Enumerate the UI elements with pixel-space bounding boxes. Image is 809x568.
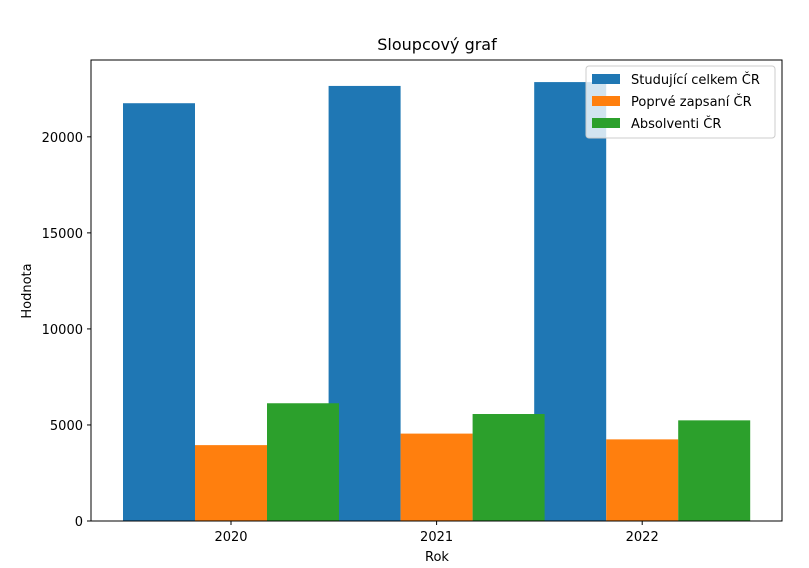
legend-label-3: Absolventi ČR [631,116,721,132]
bar-2-2021 [400,433,473,521]
y-tick-label: 5000 [50,419,83,434]
y-axis-label: Hodnota [20,263,35,318]
bar-2-2022 [606,439,679,521]
y-tick-label: 0 [75,515,83,530]
x-axis-label: Rok [425,550,449,565]
bar-1-2020 [123,103,195,521]
bar-3-2020 [267,403,339,521]
bar-3-2021 [472,414,545,521]
x-axis: 2020 2021 2022 [214,521,659,545]
bar-1-2022 [534,82,607,521]
bar-3-2022 [678,420,751,521]
y-tick-label: 10000 [42,323,83,338]
y-tick-label: 20000 [42,131,83,146]
y-tick-label: 15000 [42,227,83,242]
bar-1-2021 [328,85,401,522]
legend-swatch-2 [592,96,620,106]
y-axis: 0 5000 10000 15000 20000 [42,131,91,530]
legend-label-1: Studující celkem ČR [631,72,760,88]
chart-title: Sloupcový graf [377,35,497,54]
x-tick-label: 2022 [626,530,659,545]
legend-box [585,65,776,139]
x-tick-label: 2021 [420,530,453,545]
legend-label-2: Poprvé zapsaní ČR [631,94,752,110]
bar-2-2020 [195,445,267,521]
legend-swatch-1 [592,74,620,84]
legend-swatch-3 [592,118,620,128]
legend: Studující celkem ČR Poprvé zapsaní ČR Abso… [585,65,776,139]
bars-group [123,82,751,522]
x-tick-label: 2020 [214,530,247,545]
